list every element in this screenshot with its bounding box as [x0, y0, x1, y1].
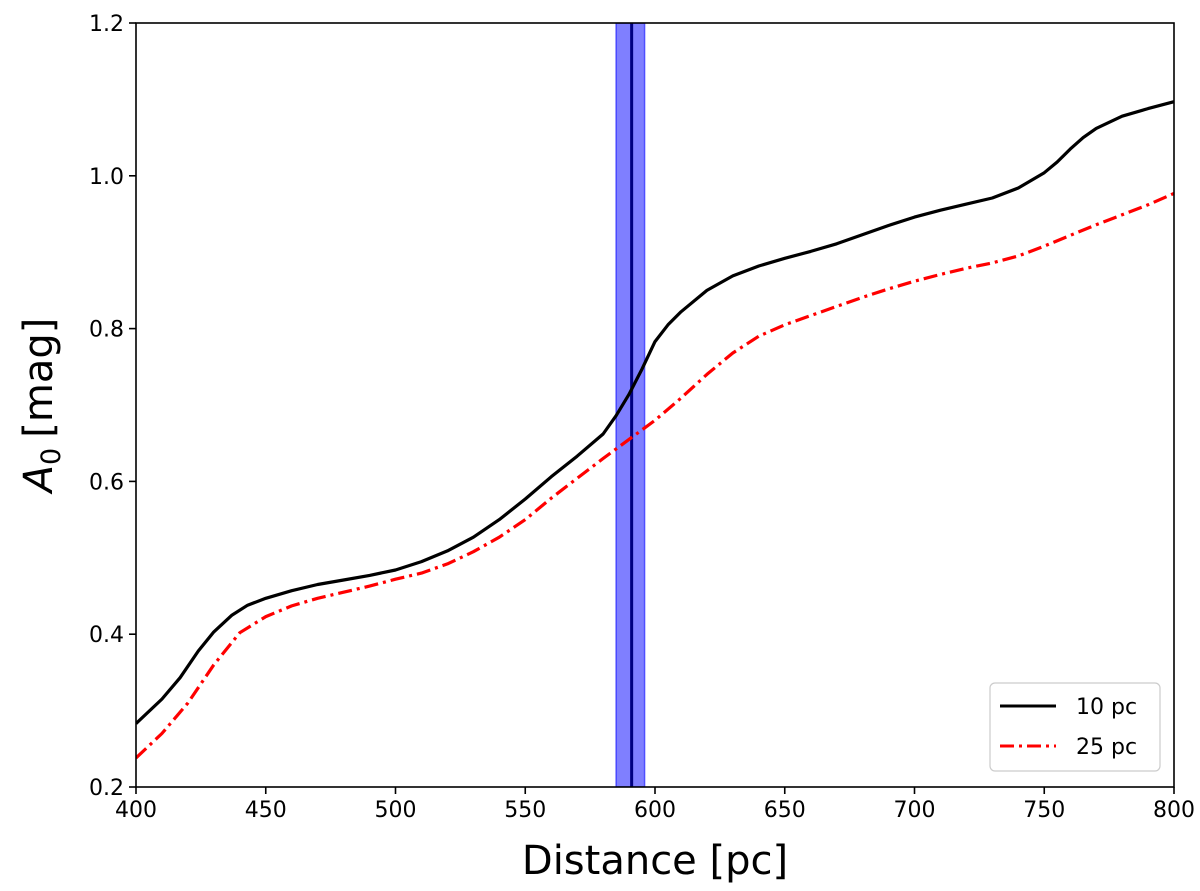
x-tick-label: 550: [504, 798, 546, 823]
x-tick-label: 700: [894, 798, 936, 823]
x-tick-label: 600: [634, 798, 676, 823]
x-axis-label: Distance [pc]: [522, 838, 788, 884]
x-tick-label: 400: [115, 798, 157, 823]
y-axis-ticks: 0.2 0.4 0.6 0.8 1.0 1.2: [89, 12, 136, 801]
x-axis-ticks: 400 450 500 550 600 650 700 750 800: [115, 787, 1195, 823]
y-axis-label-subscript: 0: [36, 448, 67, 465]
y-tick-label: 0.8: [89, 318, 124, 343]
x-tick-label: 650: [764, 798, 806, 823]
y-axis-label-symbol: A: [16, 465, 62, 495]
y-axis-label-unit: [mag]: [16, 318, 62, 438]
y-tick-label: 0.2: [89, 776, 124, 801]
legend: 10 pc 25 pc: [989, 682, 1161, 772]
series-layer: [136, 100, 1174, 760]
y-axis-label: A0 [mag]: [16, 318, 67, 496]
y-tick-label: 1.2: [89, 12, 124, 37]
series-line-10pc: [136, 100, 1174, 725]
x-tick-label: 800: [1153, 798, 1195, 823]
band-layer: [615, 23, 646, 787]
y-tick-label: 0.6: [89, 470, 124, 495]
legend-label-25pc: 25 pc: [1076, 735, 1137, 760]
y-tick-label: 1.0: [89, 165, 124, 190]
x-tick-label: 750: [1023, 798, 1065, 823]
x-tick-label: 500: [375, 798, 417, 823]
y-tick-label: 0.4: [89, 623, 124, 648]
x-tick-label: 450: [245, 798, 287, 823]
plot-background: [136, 23, 1174, 787]
legend-label-10pc: 10 pc: [1076, 695, 1137, 720]
